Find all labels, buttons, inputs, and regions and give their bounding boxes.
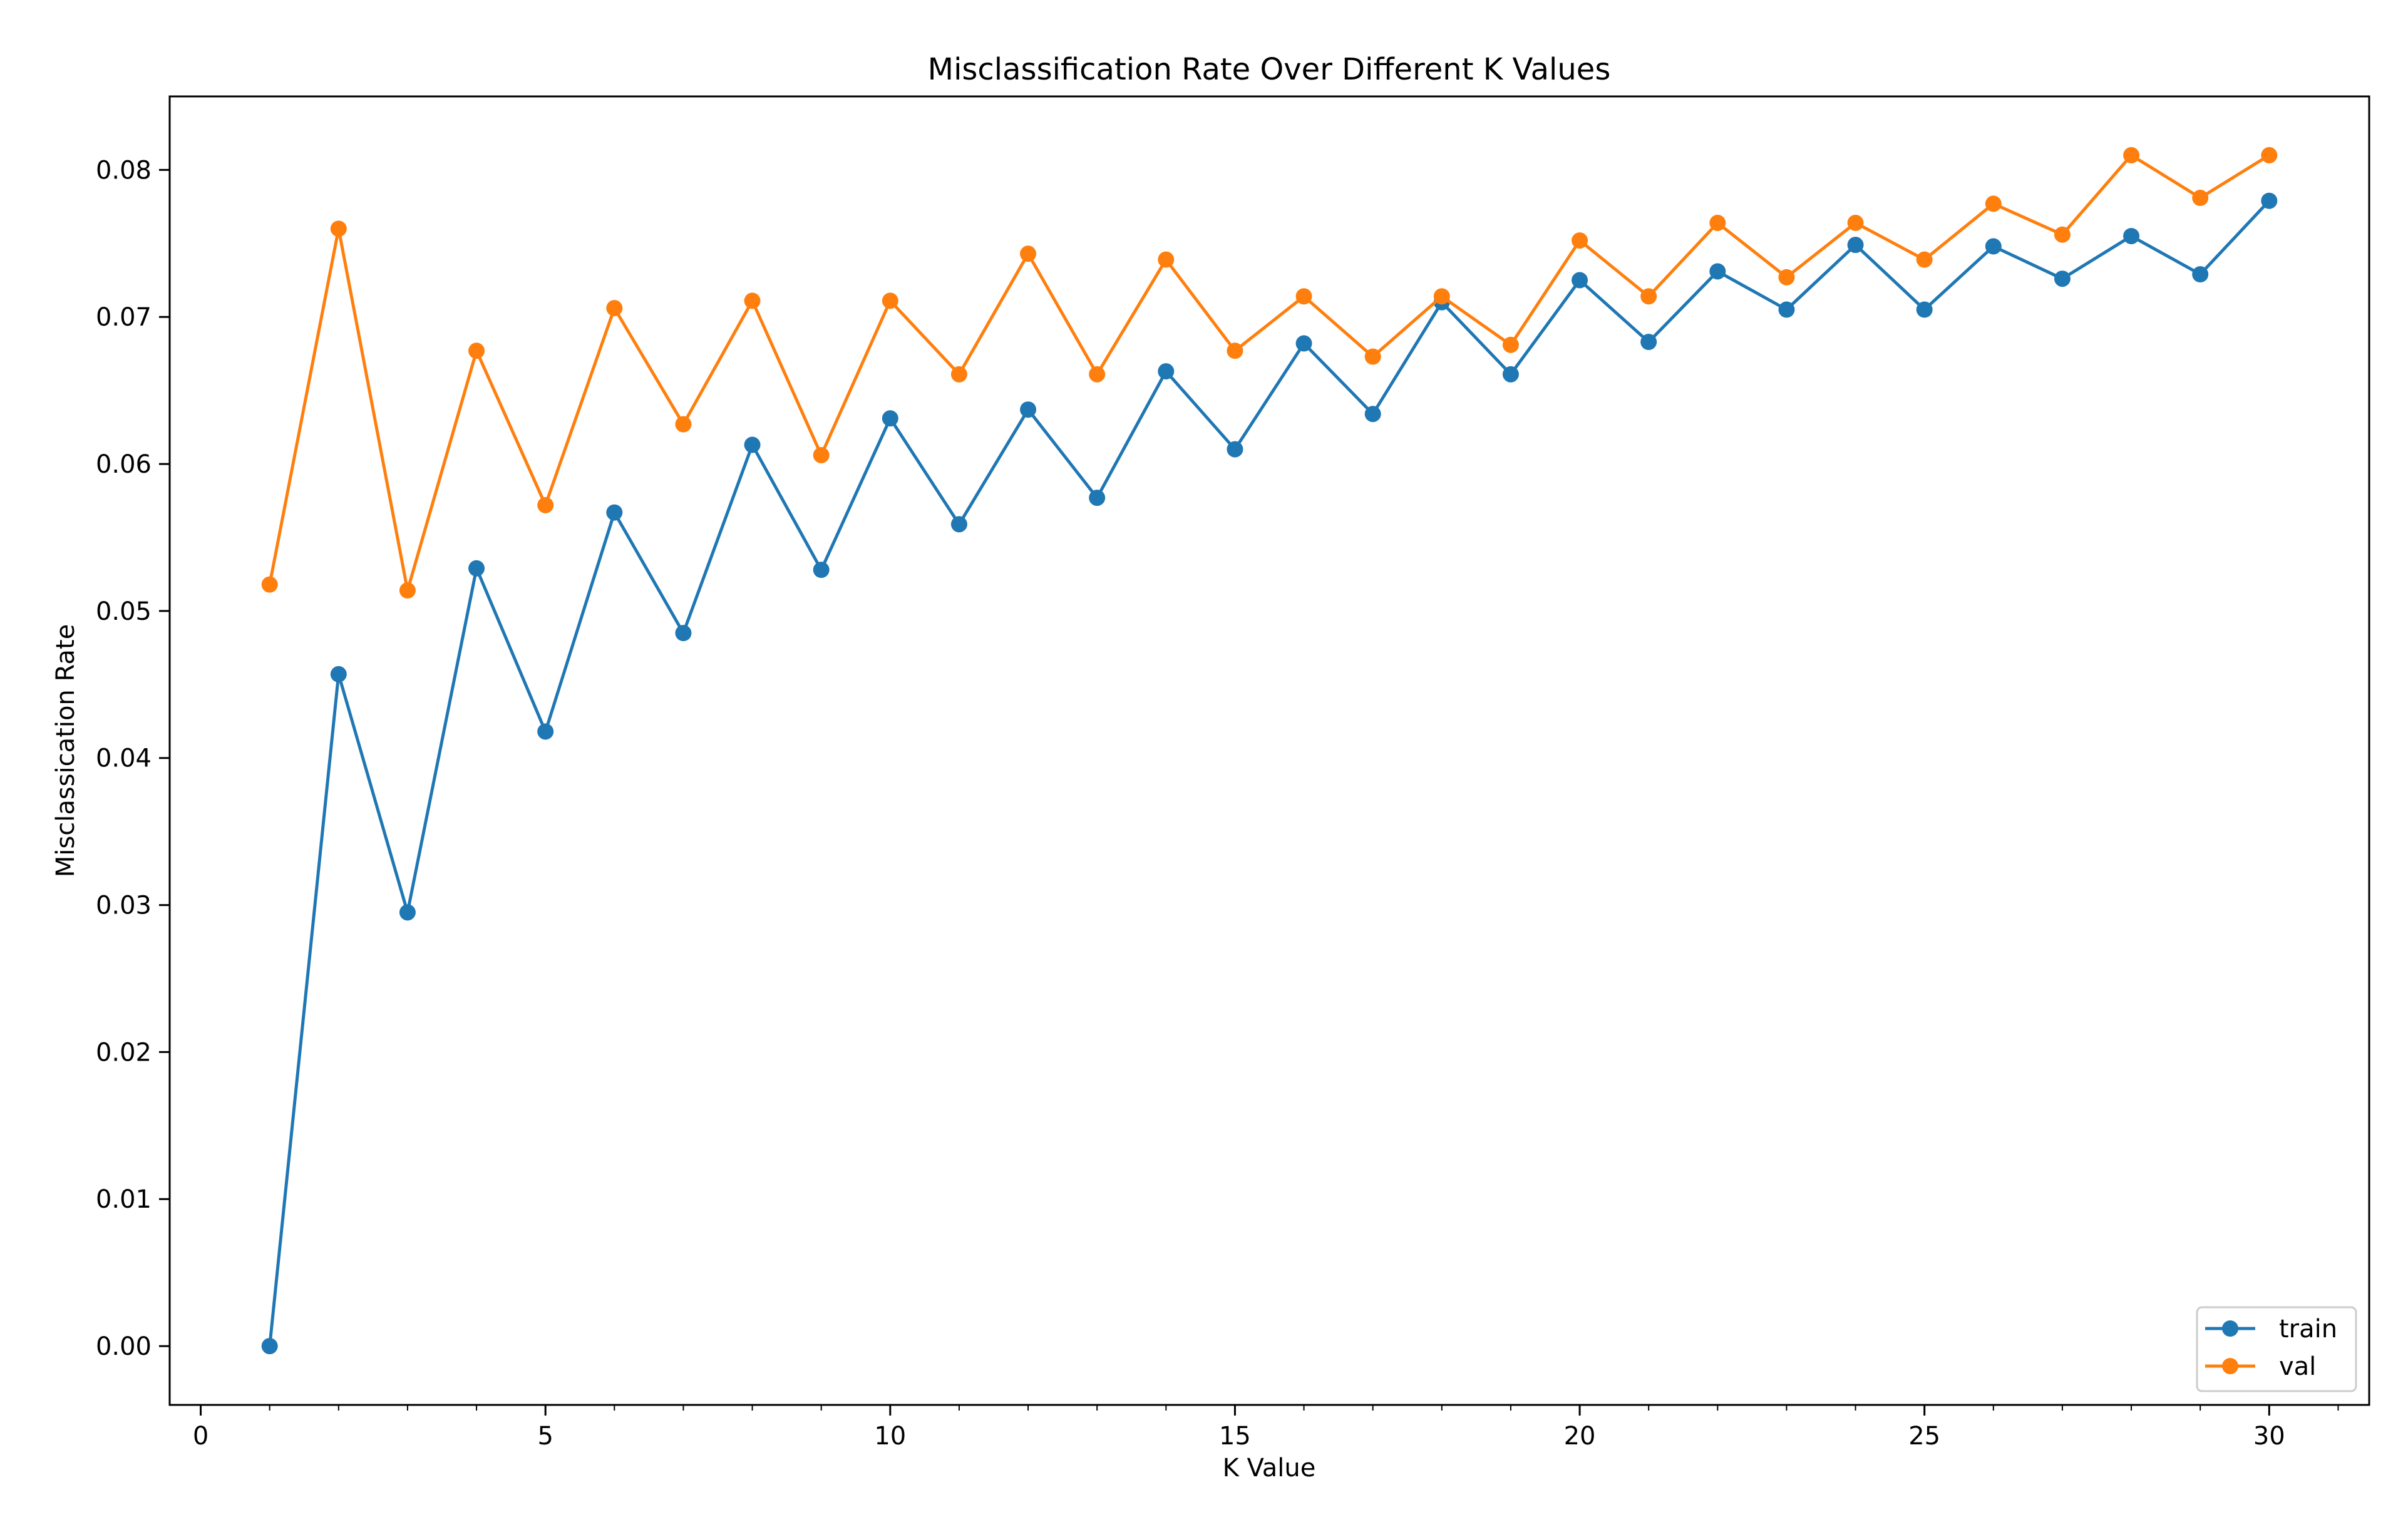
data-point-val [1778, 269, 1795, 285]
y-tick-label: 0.01 [96, 1185, 152, 1214]
data-point-train [2054, 270, 2071, 287]
data-point-val [1640, 288, 1657, 305]
data-point-train [1364, 406, 1381, 423]
axes-frame [168, 95, 2370, 1406]
y-tick-label: 0.06 [96, 450, 152, 479]
data-point-val [2054, 226, 2071, 243]
x-tick-label: 20 [1564, 1422, 1596, 1451]
data-point-train [1572, 272, 1588, 289]
data-point-val [1709, 214, 1726, 231]
data-point-train [1985, 238, 2002, 255]
data-point-train [1847, 237, 1864, 254]
data-point-train [537, 723, 554, 740]
legend-train-marker [2222, 1320, 2238, 1337]
data-point-val [1916, 251, 1933, 268]
data-point-val [1227, 342, 1243, 359]
data-point-train [1916, 301, 1933, 318]
data-point-val [744, 292, 761, 309]
data-point-train [468, 560, 485, 577]
data-point-train [950, 516, 967, 533]
data-point-val [330, 220, 347, 237]
data-point-val [2192, 190, 2209, 207]
data-point-train [744, 436, 761, 453]
x-tick-label: 25 [1908, 1422, 1940, 1451]
y-tick-label: 0.00 [96, 1332, 152, 1361]
data-point-train [675, 625, 692, 642]
y-axis: 0.00 0.01 0.02 0.03 0.04 0.05 0.06 0.07 0.08 [96, 156, 170, 1361]
data-point-val [468, 342, 485, 359]
y-tick-label: 0.05 [96, 597, 152, 626]
data-point-train [813, 562, 830, 578]
y-tick-label: 0.02 [96, 1038, 152, 1067]
legend: train val [2196, 1306, 2357, 1392]
data-point-val [675, 416, 692, 433]
data-point-train [882, 410, 898, 427]
legend-train-label: train [2279, 1315, 2337, 1344]
data-point-val [1089, 366, 1106, 383]
data-point-train [1020, 401, 1037, 418]
x-tick-label: 10 [874, 1422, 906, 1451]
x-axis-label: K Value [1223, 1454, 1316, 1483]
data-point-val [1433, 288, 1450, 305]
data-point-val [1364, 348, 1381, 365]
data-point-train [1502, 366, 1519, 383]
series-line-train [267, 198, 2272, 1348]
data-point-train [2192, 266, 2209, 283]
data-point-train [1709, 263, 1726, 280]
y-tick-label: 0.08 [96, 156, 152, 185]
x-tick-label: 5 [537, 1422, 553, 1451]
data-point-val [2123, 147, 2140, 163]
data-point-val [261, 576, 278, 593]
chart-title: Misclassification Rate Over Different K … [928, 52, 1611, 87]
data-point-train [399, 904, 416, 921]
data-point-train [261, 1338, 278, 1355]
x-tick-label: 30 [2253, 1422, 2285, 1451]
data-point-train [1640, 334, 1657, 351]
data-point-val [2261, 147, 2278, 163]
data-point-train [1778, 301, 1795, 318]
data-point-val [1572, 232, 1588, 249]
data-point-val [1158, 251, 1175, 268]
x-tick-label: 0 [193, 1422, 208, 1451]
data-point-val [1847, 214, 1864, 231]
data-point-train [1158, 363, 1175, 380]
y-tick-label: 0.04 [96, 744, 152, 773]
data-point-train [2261, 192, 2278, 209]
data-point-val [1985, 195, 2002, 212]
data-point-val [813, 446, 830, 463]
data-point-val [882, 292, 898, 309]
y-tick-label: 0.07 [96, 303, 152, 332]
x-tick-label: 15 [1219, 1422, 1251, 1451]
data-point-train [1295, 335, 1312, 352]
data-point-val [1295, 288, 1312, 305]
y-tick-label: 0.03 [96, 892, 152, 920]
data-point-train [330, 666, 347, 682]
data-point-val [1502, 336, 1519, 353]
data-point-train [1227, 441, 1243, 458]
data-point-train [2123, 228, 2140, 245]
legend-val-label: val [2279, 1352, 2316, 1381]
plot-area [261, 147, 2278, 1355]
data-point-val [606, 300, 623, 317]
data-point-val [1020, 245, 1037, 262]
data-point-val [950, 366, 967, 383]
data-point-train [606, 504, 623, 521]
data-point-val [537, 496, 554, 513]
data-point-train [1089, 490, 1106, 506]
series-line-val [267, 153, 2272, 592]
x-axis: 0 5 10 15 20 25 30 [193, 1405, 2339, 1451]
y-axis-label: Misclassication Rate [51, 624, 80, 877]
legend-val-marker [2222, 1358, 2238, 1374]
data-point-val [399, 582, 416, 599]
